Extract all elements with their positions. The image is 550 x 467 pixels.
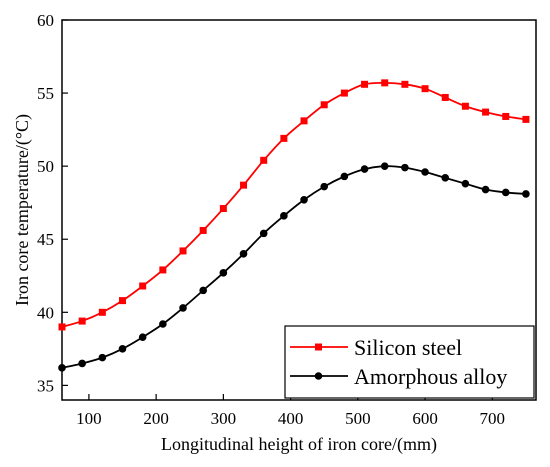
amorphous-alloy-data-point — [239, 250, 248, 258]
x-tick-label: 600 — [412, 409, 438, 428]
amorphous-alloy-data-point — [58, 364, 66, 372]
silicon-steel-data-point — [381, 79, 389, 87]
silicon-steel-data-point — [199, 226, 207, 234]
silicon-steel-data-point — [502, 112, 510, 120]
x-tick-label: 200 — [143, 409, 169, 428]
silicon-steel-data-point — [280, 134, 288, 142]
silicon-steel-data-point — [421, 85, 429, 93]
legend-box — [284, 325, 535, 399]
y-tick-label: 60 — [37, 11, 54, 30]
amorphous-alloy-data-point — [98, 353, 107, 362]
x-tick-label: 100 — [76, 409, 102, 428]
y-tick-label: 45 — [37, 230, 54, 249]
tick-group: 100 200 300 400 500 600 700 35 40 45 50 55 60 — [37, 11, 505, 428]
plot-frame — [61, 19, 537, 401]
silicon-steel-data-point — [482, 108, 490, 116]
amorphous-alloy-data-point — [320, 182, 329, 191]
amorphous-alloy-data-point — [159, 320, 167, 328]
x-tick-label: 300 — [211, 409, 237, 428]
silicon-steel-data-point — [240, 181, 248, 189]
amorphous-alloy-data-point — [401, 163, 409, 172]
amorphous-alloy-data-point — [118, 345, 127, 353]
silicon-steel-data-point — [219, 205, 227, 213]
y-axis-label: Iron core temperature/(°C) — [12, 114, 33, 306]
silicon-steel-data-point — [320, 101, 328, 109]
amorphous-alloy-data-point — [461, 179, 470, 188]
legend-silicon-steel-label: Silicon steel — [354, 335, 462, 360]
silicon-steel-data-point — [78, 317, 86, 325]
y-tick-label: 55 — [37, 84, 54, 103]
silicon-steel-data-point — [139, 282, 147, 290]
y-tick-label: 50 — [37, 157, 54, 176]
silicon-steel-series-line — [61, 81, 527, 328]
amorphous-alloy-data-point — [522, 190, 530, 198]
legend-silicon-steel-marker — [315, 343, 322, 351]
y-tick-label: 35 — [37, 376, 54, 395]
amorphous-alloy-data-point — [199, 286, 207, 295]
x-axis-label: Longitudinal height of iron core/(mm) — [161, 434, 437, 455]
amorphous-alloy-data-point — [138, 333, 147, 341]
amorphous-alloy-data-point — [78, 359, 86, 368]
silicon-steel-data-point — [340, 89, 348, 97]
series-group — [58, 79, 530, 372]
amorphous-alloy-data-point — [481, 185, 490, 194]
legend: Silicon steel Amorphous alloy — [284, 325, 535, 399]
amorphous-alloy-data-point — [340, 172, 349, 181]
silicon-steel-data-point — [361, 80, 369, 88]
silicon-steel-data-point — [58, 323, 66, 331]
x-tick-label: 500 — [345, 409, 371, 428]
silicon-steel-data-point — [159, 266, 167, 274]
amorphous-alloy-data-point — [219, 269, 228, 277]
silicon-steel-data-point — [300, 117, 308, 125]
amorphous-alloy-data-point — [441, 174, 450, 182]
silicon-steel-data-point — [98, 308, 106, 316]
amorphous-alloy-data-point — [179, 304, 187, 312]
legend-amorphous-alloy-marker — [314, 372, 323, 380]
amorphous-alloy-data-point — [501, 188, 510, 197]
silicon-steel-data-point — [441, 93, 449, 101]
silicon-steel-data-point — [522, 115, 530, 123]
legend-amorphous-alloy-label: Amorphous alloy — [354, 364, 507, 389]
x-tick-label: 700 — [480, 409, 506, 428]
amorphous-alloy-data-point — [380, 162, 389, 170]
silicon-steel-data-point — [260, 156, 268, 164]
silicon-steel-data-point — [401, 80, 409, 88]
x-tick-label: 400 — [278, 409, 304, 428]
y-tick-label: 40 — [37, 303, 54, 322]
silicon-steel-data-point — [119, 297, 127, 305]
silicon-steel-data-point — [461, 102, 469, 110]
amorphous-alloy-data-point — [280, 212, 288, 220]
amorphous-alloy-data-point — [259, 229, 268, 238]
silicon-steel-data-point — [179, 247, 187, 255]
amorphous-alloy-data-point — [360, 165, 369, 173]
amorphous-alloy-data-point — [300, 195, 308, 204]
amorphous-alloy-data-point — [421, 168, 429, 176]
